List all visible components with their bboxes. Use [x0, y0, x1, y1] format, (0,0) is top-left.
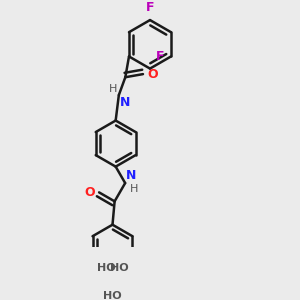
Text: N: N [126, 169, 136, 182]
Text: HO: HO [110, 263, 128, 273]
Text: HO: HO [103, 291, 122, 300]
Text: F: F [156, 50, 165, 63]
Text: N: N [120, 96, 130, 109]
Text: H: H [109, 84, 118, 94]
Text: F: F [146, 1, 154, 14]
Text: H: H [130, 184, 138, 194]
Text: O: O [148, 68, 158, 81]
Text: HO: HO [97, 263, 116, 273]
Text: O: O [84, 186, 94, 199]
